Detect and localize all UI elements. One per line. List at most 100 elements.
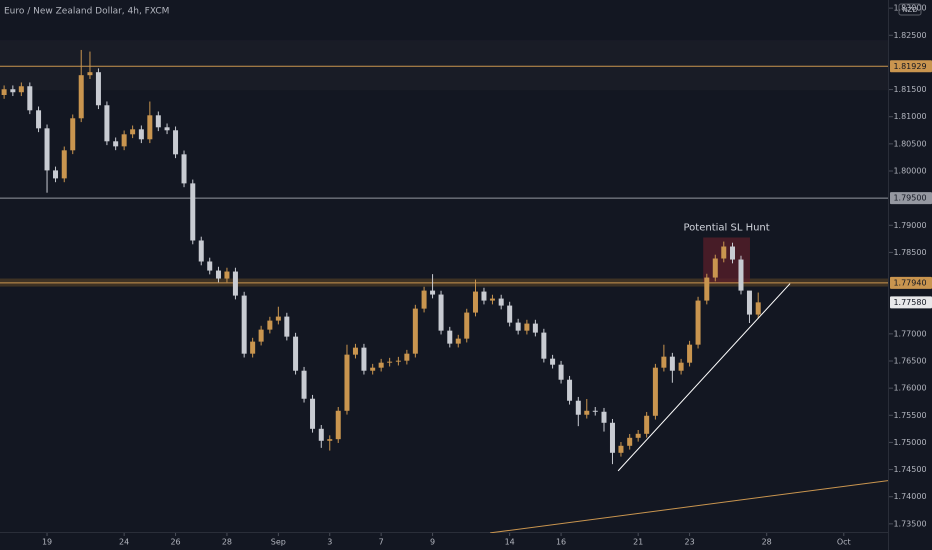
y-tick-label: 1.75000 <box>893 438 926 447</box>
candle-body <box>53 170 59 179</box>
candle-body <box>695 300 701 345</box>
candle-body <box>87 72 93 76</box>
candle-body <box>601 411 607 423</box>
price-tag <box>890 192 932 205</box>
candle-body <box>498 298 504 306</box>
candle-body <box>190 183 196 241</box>
x-tick-label: 16 <box>556 538 566 547</box>
x-tick-label: 9 <box>430 538 435 547</box>
candle-body <box>95 72 101 106</box>
candle-body <box>678 362 684 371</box>
candle-body <box>207 261 213 271</box>
x-tick-label: 24 <box>119 538 129 547</box>
candle-body <box>1 89 7 95</box>
y-tick-label: 1.77000 <box>893 329 926 338</box>
candle-body <box>164 127 170 131</box>
candle-body <box>241 295 247 354</box>
candle-body <box>181 154 187 184</box>
x-tick-label: 19 <box>42 538 52 547</box>
y-tick-label: 1.74500 <box>893 465 926 474</box>
x-tick-label: 14 <box>505 538 515 547</box>
candle-body <box>489 298 495 301</box>
candle-body <box>301 370 307 399</box>
x-tick-label: 23 <box>684 538 694 547</box>
candle-body <box>395 360 401 362</box>
price-tag-label: 1.77580 <box>893 298 926 307</box>
candle-body <box>738 259 744 291</box>
y-tick-label: 1.74000 <box>893 492 926 501</box>
candle-body <box>275 316 281 321</box>
x-tick-label: 7 <box>379 538 384 547</box>
candle-body <box>310 398 316 429</box>
candle-body <box>558 364 564 380</box>
candle-body <box>507 305 513 323</box>
x-tick-label: 28 <box>762 538 772 547</box>
x-tick-label: 26 <box>170 538 180 547</box>
y-tick-label: 1.76500 <box>893 357 926 366</box>
y-tick-label: 1.76000 <box>893 384 926 393</box>
candle-body <box>36 110 42 129</box>
candle-body <box>447 330 453 344</box>
candle-body <box>250 341 256 354</box>
candle-body <box>138 129 144 140</box>
candle-body <box>584 410 590 415</box>
candle-body <box>404 353 410 361</box>
candle-body <box>472 291 478 313</box>
candle-body <box>430 290 436 295</box>
trend-line <box>490 480 889 534</box>
price-tag <box>890 276 932 289</box>
candle-body <box>455 338 461 344</box>
candle-body <box>412 308 418 354</box>
candle-body <box>155 115 161 128</box>
candle-body <box>344 354 350 411</box>
x-tick-label: 21 <box>633 538 643 547</box>
candle-body <box>687 344 693 363</box>
candle-body <box>421 290 427 309</box>
candle-body <box>284 316 290 337</box>
candle-body <box>652 367 658 416</box>
candle-body <box>70 118 76 151</box>
chart-title: Euro / New Zealand Dollar, 4h, FXCM <box>4 7 169 17</box>
candle-body <box>618 445 624 453</box>
currency-label: NZD <box>902 6 917 14</box>
y-tick-label: 1.80500 <box>893 139 926 148</box>
candle-body <box>293 336 299 371</box>
price-tag-label: 1.77940 <box>893 278 926 287</box>
y-tick-label: 1.75500 <box>893 411 926 420</box>
candle-body <box>147 115 153 140</box>
time-axis <box>0 533 888 550</box>
candle-body <box>704 277 710 301</box>
candle-body <box>627 437 633 446</box>
candle-body <box>575 400 581 415</box>
candle-body <box>515 322 521 331</box>
candle-body <box>327 439 333 441</box>
y-tick-label: 1.80000 <box>893 167 926 176</box>
price-tag <box>890 296 932 309</box>
candle-body <box>78 75 84 119</box>
candle-body <box>335 410 341 440</box>
price-tag <box>890 60 932 73</box>
candle-body <box>661 356 667 368</box>
candle-body <box>524 323 530 331</box>
y-tick-label: 1.81500 <box>893 85 926 94</box>
candle-body <box>609 422 615 453</box>
candle-body <box>121 134 127 147</box>
candle-body <box>387 361 393 363</box>
y-tick-label: 1.83000 <box>893 4 926 13</box>
candle-body <box>669 356 675 371</box>
y-tick-label: 1.81000 <box>893 112 926 121</box>
candle-body <box>755 302 761 315</box>
candle-body <box>267 320 273 330</box>
x-tick-label: Oct <box>837 538 851 547</box>
candle-body <box>130 129 136 135</box>
y-tick-label: 1.73500 <box>893 519 926 528</box>
candle-body <box>318 428 324 441</box>
currency-box <box>898 3 922 16</box>
x-tick-label: Sep <box>271 538 286 547</box>
candle-body <box>370 367 376 371</box>
candle-body <box>746 290 752 315</box>
y-tick-label: 1.79000 <box>893 221 926 230</box>
candle-body <box>215 270 221 279</box>
x-tick-label: 3 <box>327 538 332 547</box>
